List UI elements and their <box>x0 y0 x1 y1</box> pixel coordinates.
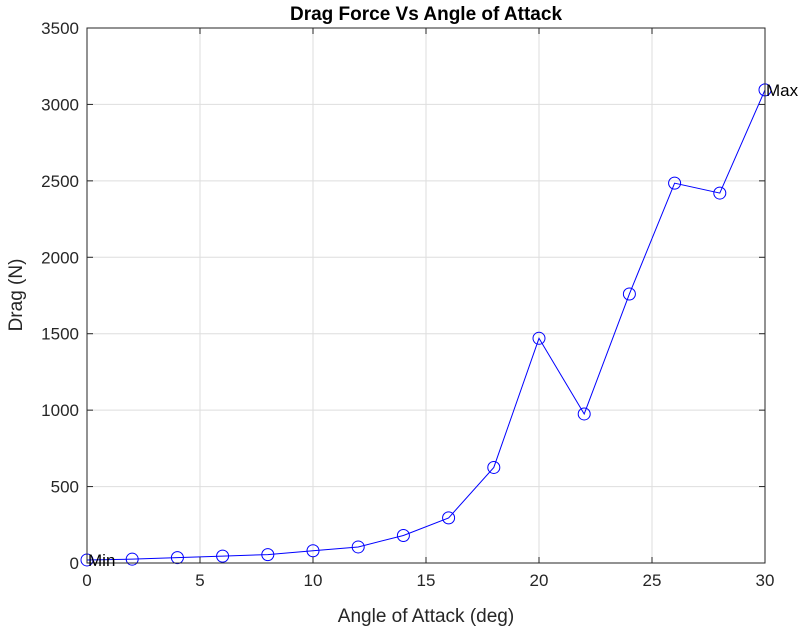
data-point <box>306 544 320 558</box>
data-point <box>713 186 727 200</box>
data-point <box>532 331 546 345</box>
data-point <box>668 176 682 190</box>
y-tick-label: 500 <box>51 478 79 497</box>
x-tick-label: 25 <box>643 571 662 590</box>
annotation-min: Min <box>88 551 115 570</box>
data-point <box>622 287 636 301</box>
x-tick-label: 0 <box>82 571 91 590</box>
x-axis-label: Angle of Attack (deg) <box>338 606 514 627</box>
x-tick-label: 15 <box>417 571 436 590</box>
annotation-max: Max <box>766 81 799 100</box>
y-tick-label: 3500 <box>41 19 79 38</box>
x-tick-label: 30 <box>756 571 775 590</box>
y-tick-label: 2000 <box>41 248 79 267</box>
x-tick-label: 10 <box>304 571 323 590</box>
data-point <box>396 528 410 542</box>
data-point <box>125 552 139 566</box>
y-tick-label: 2500 <box>41 172 79 191</box>
data-point <box>487 460 501 474</box>
series-line <box>86 89 766 561</box>
data-point <box>170 551 184 565</box>
data-point <box>351 540 365 554</box>
y-tick-label: 3000 <box>41 95 79 114</box>
chart-title: Drag Force Vs Angle of Attack <box>290 4 562 25</box>
y-tick-label: 1500 <box>41 325 79 344</box>
ticks: 0 5 10 15 20 25 30 0 500 1000 1500 2000 2500 3000 3500 <box>41 19 774 590</box>
data-point <box>577 407 591 421</box>
y-axis-label: Drag (N) <box>6 259 27 332</box>
x-tick-label: 5 <box>195 571 204 590</box>
data-point <box>442 511 456 525</box>
data-point <box>216 549 230 563</box>
data-point <box>261 548 275 562</box>
y-tick-label: 1000 <box>41 401 79 420</box>
annotations: Min Max <box>88 81 799 570</box>
x-tick-label: 20 <box>530 571 549 590</box>
y-tick-label: 0 <box>70 554 79 573</box>
